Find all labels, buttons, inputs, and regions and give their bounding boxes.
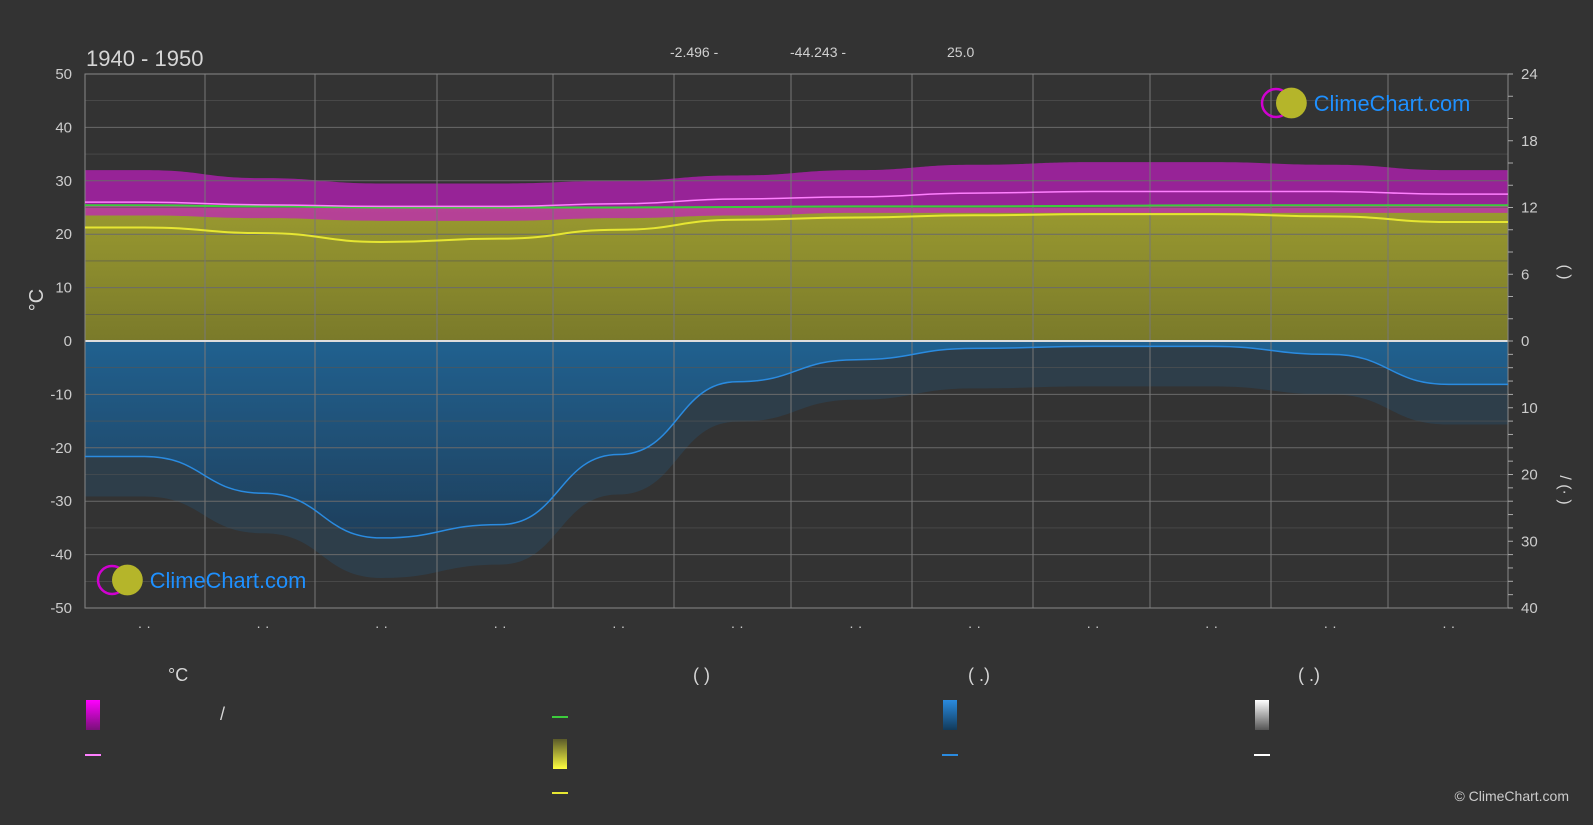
y-right-bottom-tick-label: 40 (1521, 600, 1538, 617)
y-left-tick-label: -40 (50, 547, 72, 564)
legend-header-temp: °C (168, 665, 189, 685)
sunshine-area (85, 205, 1508, 341)
sunshine-line (85, 213, 1508, 243)
x-month-label: · · (1442, 618, 1455, 634)
y-left-tick-label: 10 (55, 280, 72, 297)
y-right-top-tick-label: 0 (1521, 333, 1529, 350)
x-month-label: · · (493, 618, 506, 634)
x-month-label: · · (1086, 618, 1099, 634)
legend-slash: / (220, 704, 226, 724)
y-left-tick-label: 40 (55, 119, 72, 136)
logo-sun-icon (1276, 87, 1307, 119)
y-right-bottom-axis-title: / (· ) (1556, 475, 1573, 504)
legend-swatch-sunshine (553, 739, 567, 769)
daylight-line (84, 204, 1508, 209)
legend-line-snow (1254, 754, 1270, 756)
y-right-top-tick-label: 12 (1521, 200, 1538, 217)
rain-area (85, 341, 1508, 538)
logo-sun-icon (112, 564, 143, 596)
temperature-mean-line (85, 190, 1508, 208)
legend-header-snow: ( .) (1298, 665, 1320, 685)
legend-line-rain (942, 754, 958, 756)
y-left-tick-label: 20 (55, 226, 72, 243)
x-month-label: · · (731, 618, 744, 634)
y-right-top-tick-label: 6 (1521, 266, 1529, 283)
y-left-tick-label: 0 (64, 333, 72, 350)
chart-title: 1940 - 1950 (86, 46, 204, 71)
x-month-label: · · (256, 618, 269, 634)
y-left-tick-label: 30 (55, 173, 72, 190)
x-month-label: · · (1324, 618, 1337, 634)
y-left-tick-label: -20 (50, 440, 72, 457)
legend-line-sunshine (552, 792, 568, 794)
y-left-tick-label: -10 (50, 386, 72, 403)
legend-header-sun: ( ) (693, 665, 710, 685)
legend-swatch-rain (943, 700, 957, 730)
legend-line-temp-mean (85, 754, 101, 756)
y-right-bottom-tick-label: 20 (1521, 467, 1538, 484)
x-month-label: · · (1205, 618, 1218, 634)
y-right-bottom-tick-label: 30 (1521, 533, 1538, 550)
y-right-top-tick-label: 24 (1521, 66, 1538, 83)
elevation-label: 25.0 (947, 44, 975, 60)
logo-text: ClimeChart.com (150, 568, 306, 593)
legend-swatch-temp-range (86, 700, 100, 730)
y-right-top-tick-label: 18 (1521, 133, 1538, 150)
x-month-label: · · (968, 618, 981, 634)
logo-top-right: ClimeChart.com (1260, 87, 1470, 119)
y-left-axis-title: °C (26, 289, 48, 311)
y-right-bottom-tick-label: 10 (1521, 400, 1538, 417)
x-month-label: · · (612, 618, 625, 634)
rain-line (85, 345, 1508, 539)
legend-swatch-snow (1255, 700, 1269, 730)
y-left-tick-label: -50 (50, 600, 72, 617)
y-left-tick-label: -30 (50, 493, 72, 510)
x-month-label: · · (138, 618, 151, 634)
y-left-tick-label: 50 (55, 66, 72, 83)
x-month-label: · · (375, 618, 388, 634)
latitude-label: -2.496 - (670, 44, 719, 60)
legend-line-daylight (552, 716, 568, 718)
copyright-text: © ClimeChart.com (1454, 788, 1569, 804)
x-month-label: · · (849, 618, 862, 634)
rain-variance-area (85, 341, 1508, 578)
y-right-top-axis-title: ( ) (1556, 264, 1573, 279)
logo-text: ClimeChart.com (1314, 91, 1470, 116)
longitude-label: -44.243 - (790, 44, 847, 60)
legend-header-rain: ( .) (968, 665, 990, 685)
logo-bottom-left: ClimeChart.com (96, 564, 306, 596)
